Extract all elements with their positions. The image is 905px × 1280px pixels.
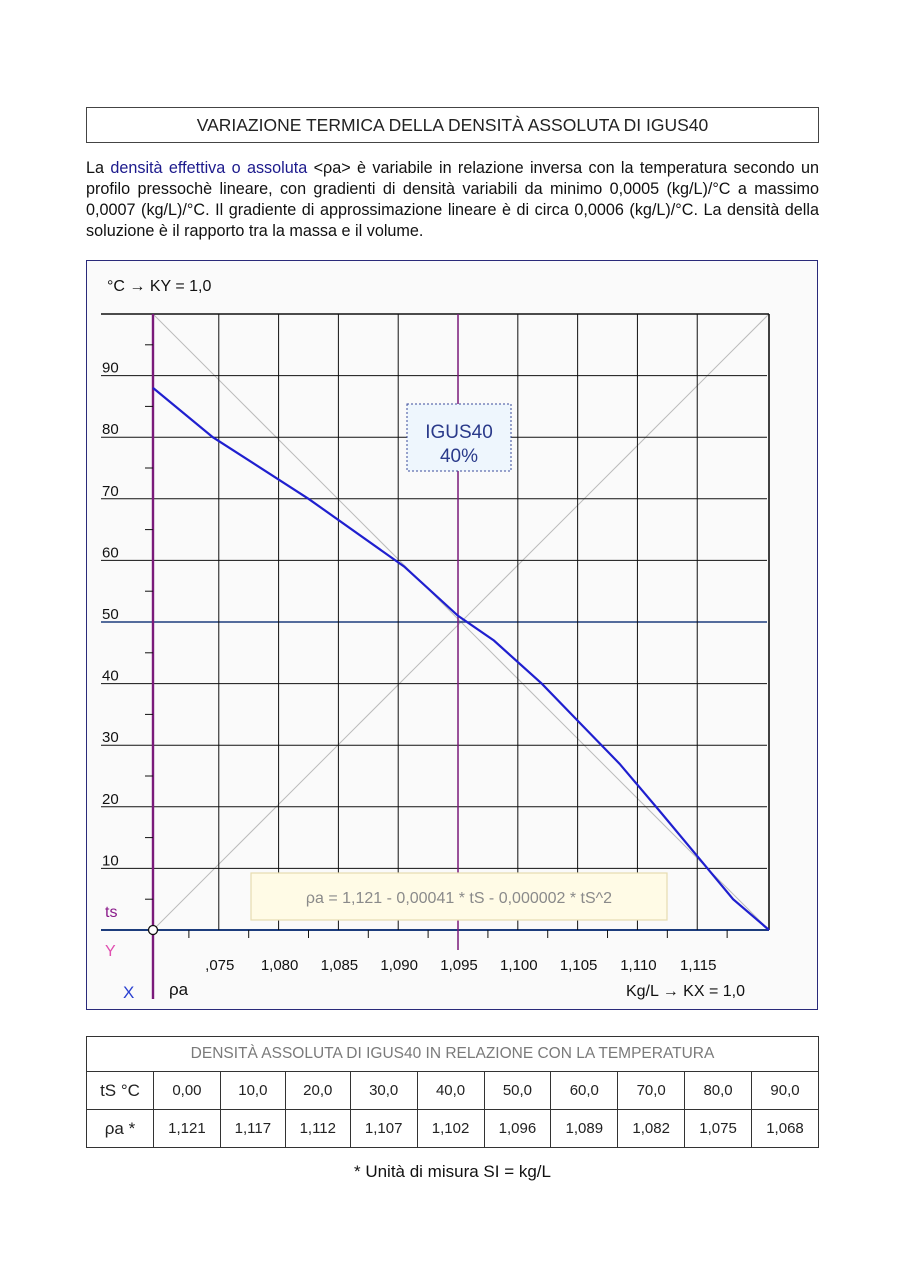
formula-text: ρa = 1,121 - 0,00041 * tS - 0,000002 * t… <box>306 890 612 907</box>
x-tick-label: ,075 <box>205 957 234 974</box>
igus-label: IGUS40 <box>425 422 493 443</box>
temperature-cell: 70,0 <box>617 1071 686 1110</box>
x-tick-label: 1,095 <box>440 957 478 974</box>
density-cell: 1,121 <box>153 1109 221 1148</box>
temperature-cell: 60,0 <box>550 1071 619 1110</box>
y-axis-letter: Y <box>105 943 116 960</box>
igus-box <box>406 403 512 472</box>
density-curve-group <box>152 387 770 931</box>
density-cell: 1,075 <box>684 1109 752 1148</box>
temperature-cell: 40,0 <box>416 1071 485 1110</box>
temperature-cell: 10,0 <box>219 1071 286 1110</box>
y-axis-header: °C → KY = 1,0 <box>107 278 211 295</box>
footnote: * Unità di misura SI = kg/L <box>353 1162 551 1181</box>
density-cell: 1,102 <box>416 1109 485 1148</box>
y-tick-label: 30 <box>102 729 119 746</box>
density-cell: 1,117 <box>219 1109 286 1148</box>
y-tick-label: 70 <box>102 483 119 500</box>
ts-label: ts <box>105 904 117 921</box>
page-title-text: VARIAZIONE TERMICA DELLA DENSITÀ ASSOLUT… <box>196 114 709 135</box>
y-tick-label: 20 <box>102 791 119 808</box>
density-table: DENSITÀ ASSOLUTA DI IGUS40 IN RELAZIONE … <box>86 1036 819 1148</box>
x-tick-label: 1,085 <box>321 957 359 974</box>
minor-ticks <box>145 344 728 938</box>
origin-marker <box>147 924 159 936</box>
density-cell: 1,107 <box>349 1109 418 1148</box>
chart-svg: 10 20 30 40 50 60 70 80 90 ,075 1,080 1,085 1,090 1,… <box>101 278 770 1002</box>
y-tick-label: 90 <box>102 360 119 377</box>
x-tick-label: 1,090 <box>380 957 418 974</box>
y-tick-label: 40 <box>102 668 119 685</box>
density-chart: 10 20 30 40 50 60 70 80 90 ,075 1,080 1,085 1,090 1,… <box>86 260 818 1010</box>
density-cell: 1,089 <box>550 1109 619 1148</box>
x-tick-label: 1,105 <box>560 957 598 974</box>
x-tick-label: 1,110 <box>620 957 656 974</box>
paragraph-text-1: La <box>86 159 111 177</box>
chart-annotations: °C → KY = 1,0 Kg/L → KX = 1,0 ts Y X ρa IGUS40… <box>105 278 745 1002</box>
temperature-cell: 80,0 <box>684 1071 752 1110</box>
y-tick-label: 50 <box>102 606 119 623</box>
x-tick-label: 1,100 <box>500 957 538 974</box>
y-tick-label: 10 <box>102 852 119 869</box>
row-label-density: ρa * <box>86 1109 154 1148</box>
temperature-cell: 90,0 <box>751 1071 819 1110</box>
page-title: VARIAZIONE TERMICA DELLA DENSITÀ ASSOLUT… <box>86 107 819 143</box>
x-axis-footer: Kg/L → KX = 1,0 <box>626 983 745 1000</box>
temperature-cell: 30,0 <box>349 1071 418 1110</box>
x-axis-letter: X <box>123 983 134 1002</box>
temperature-cell: 0,00 <box>153 1071 221 1110</box>
y-tick-label: 80 <box>102 421 119 438</box>
rho-label: ρa <box>169 980 189 999</box>
density-cell: 1,096 <box>483 1109 552 1148</box>
y-tick-label: 60 <box>102 544 119 561</box>
x-tick-label: 1,080 <box>261 957 299 974</box>
y-tick-labels: 10 20 30 40 50 60 70 80 90 <box>102 360 119 870</box>
density-cell: 1,082 <box>617 1109 686 1148</box>
table-row: ρa * 1,121 1,117 1,112 1,107 1,102 1,096 1,089… <box>86 1109 819 1148</box>
density-cell: 1,112 <box>284 1109 351 1148</box>
description-paragraph: La densità effettiva o assoluta <ρa> è v… <box>86 158 819 242</box>
paragraph-text-2: <ρa> è variabile in relazione inversa co… <box>86 159 819 240</box>
temperature-cell: 20,0 <box>284 1071 351 1110</box>
table-row: tS °C 0,00 10,0 20,0 30,0 40,0 50,0 60,0 70,0 80… <box>86 1071 819 1110</box>
paragraph-highlight: densità effettiva o assoluta <box>110 159 308 177</box>
x-tick-labels: ,075 1,080 1,085 1,090 1,095 1,100 1,105 1,110 1… <box>205 957 716 974</box>
grid <box>101 313 770 999</box>
table-header: DENSITÀ ASSOLUTA DI IGUS40 IN RELAZIONE … <box>86 1036 819 1072</box>
formula-box <box>250 872 668 921</box>
density-cell: 1,068 <box>751 1109 819 1148</box>
igus-percent-label: 40% <box>440 446 478 467</box>
x-tick-label: 1,115 <box>680 957 716 974</box>
temperature-cell: 50,0 <box>483 1071 552 1110</box>
row-label-temperature: tS °C <box>86 1071 154 1110</box>
